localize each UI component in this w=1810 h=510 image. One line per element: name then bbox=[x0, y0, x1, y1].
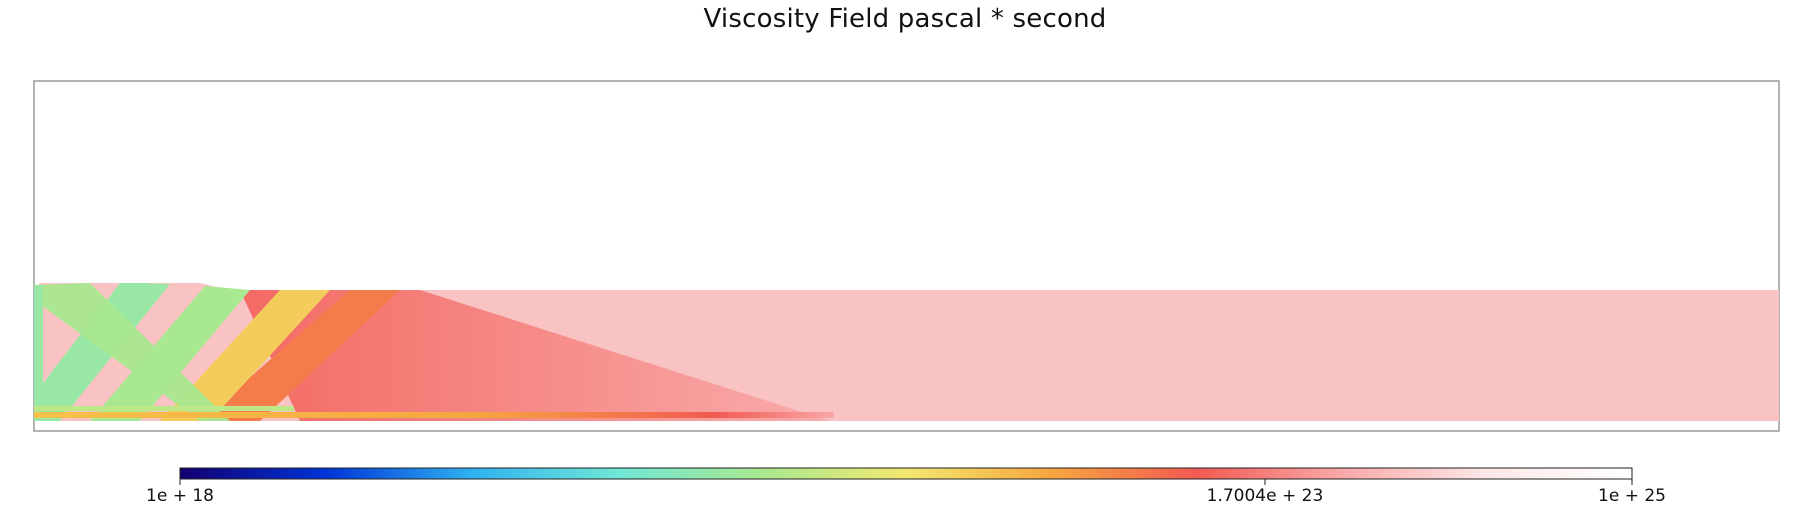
field-layer bbox=[34, 283, 1779, 421]
band-4 bbox=[200, 290, 400, 421]
colorbar-tick-label-0: 1e + 18 bbox=[146, 486, 214, 506]
colorbar-tick-label-2: 1e + 25 bbox=[1598, 486, 1666, 506]
chart-title: Viscosity Field pascal * second bbox=[703, 4, 1107, 34]
bottom-strip bbox=[34, 412, 834, 418]
bottom-strip-inner bbox=[34, 406, 294, 411]
colorbar-tick-label-1: 1.7004e + 23 bbox=[1206, 486, 1324, 506]
colorbar-bar bbox=[179, 467, 1633, 480]
band-3 bbox=[160, 290, 330, 421]
colorbar-ticks bbox=[179, 479, 1633, 485]
left-wall bbox=[34, 285, 43, 421]
fade-zone bbox=[240, 290, 830, 421]
band-2 bbox=[90, 286, 250, 421]
band-cross-2 bbox=[34, 283, 230, 421]
